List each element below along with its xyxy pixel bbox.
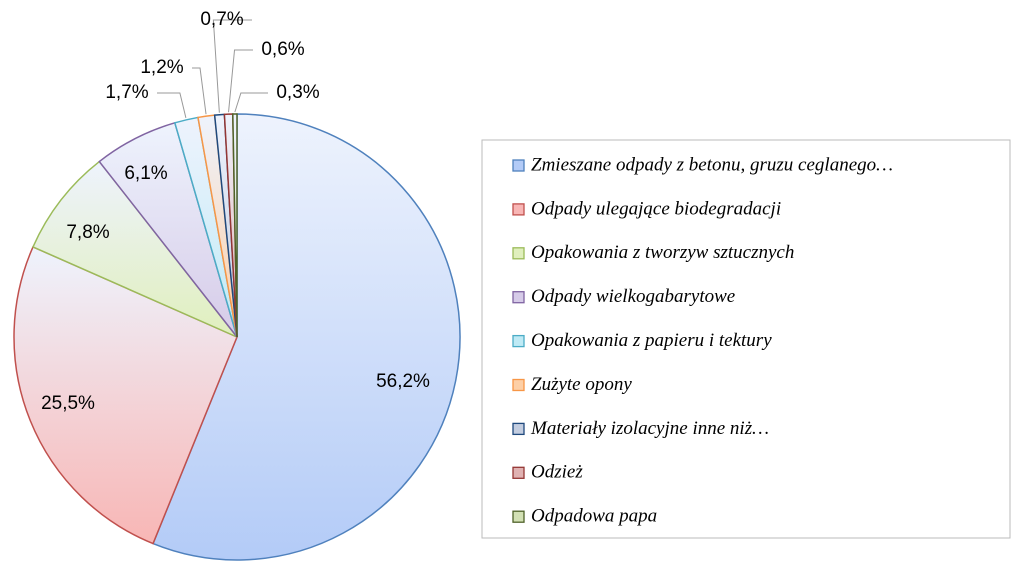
legend-label: Odpady ulegające biodegradacji bbox=[531, 198, 781, 219]
data-label: 7,8% bbox=[66, 222, 109, 243]
legend-key bbox=[512, 203, 525, 216]
legend-key bbox=[512, 291, 525, 304]
legend-label: Opakowania z papieru i tektury bbox=[531, 330, 772, 351]
legend-key bbox=[512, 334, 525, 348]
data-label: 0,6% bbox=[261, 39, 304, 60]
legend-label: Odpadowa papa bbox=[531, 506, 657, 527]
data-label: 1,2% bbox=[140, 57, 183, 78]
legend-key bbox=[512, 159, 525, 172]
data-label: 0,3% bbox=[276, 82, 319, 103]
legend-label: Odzież bbox=[531, 462, 583, 483]
legend-key bbox=[512, 510, 525, 523]
data-label: 25,5% bbox=[41, 393, 95, 414]
legend-key bbox=[512, 466, 525, 479]
legend-label: Zmieszane odpady z betonu, gruzu ceglane… bbox=[531, 154, 893, 175]
legend-box bbox=[481, 139, 1011, 539]
leader-line bbox=[212, 19, 252, 113]
leader-line bbox=[234, 92, 268, 113]
legend-key bbox=[512, 378, 525, 392]
pie-slice bbox=[13, 245, 238, 545]
data-label: 0,7% bbox=[200, 9, 243, 30]
legend-key bbox=[512, 247, 525, 260]
legend-label: Materiały izolacyjne inne niż… bbox=[530, 418, 769, 439]
data-label: 1,7% bbox=[105, 82, 148, 103]
legend-label: Opakowania z tworzyw sztucznych bbox=[531, 242, 794, 263]
legend-key bbox=[512, 422, 525, 436]
pie-slice bbox=[32, 160, 238, 338]
data-label: 6,1% bbox=[124, 163, 167, 184]
legend-label: Zużyte opony bbox=[531, 374, 632, 395]
data-label: 56,2% bbox=[376, 371, 430, 392]
leader-line bbox=[157, 92, 187, 118]
leader-line bbox=[228, 49, 253, 113]
leader-line bbox=[192, 67, 207, 115]
pie-slice bbox=[232, 113, 238, 338]
pie-slice bbox=[152, 113, 461, 561]
legend-label: Odpady wielkogabarytowe bbox=[531, 286, 735, 307]
